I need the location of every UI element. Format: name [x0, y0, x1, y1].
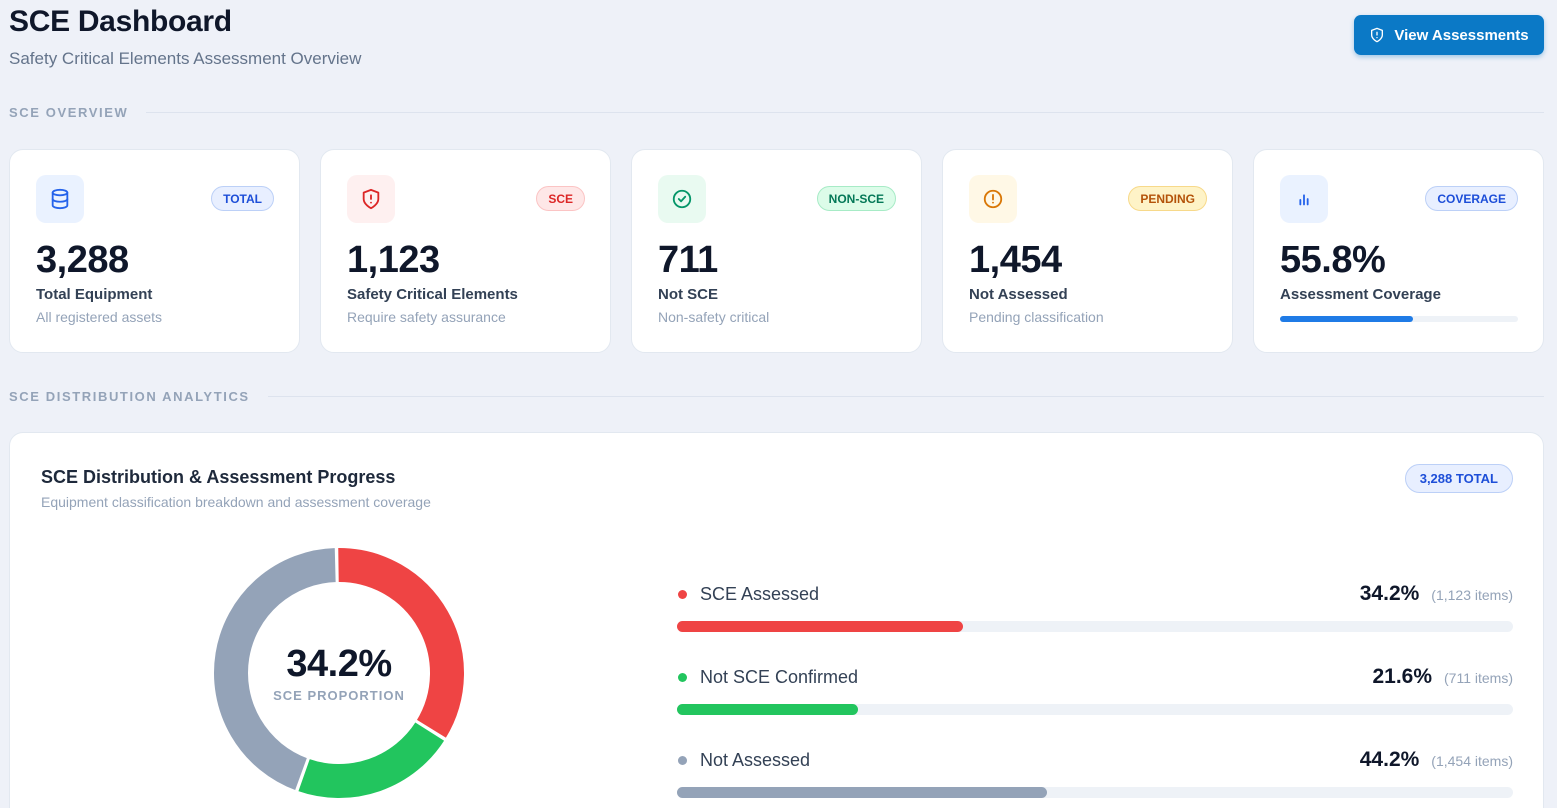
legend-progress-fill: [677, 787, 1047, 798]
legend-name: Not Assessed: [700, 749, 811, 770]
total-badge: 3,288 TOTAL: [1404, 464, 1513, 493]
card-total-equipment[interactable]: TOTAL 3,288 Total Equipment All register…: [9, 149, 300, 353]
donut-slice-not-assessed[interactable]: [213, 547, 338, 793]
card-sub: All registered assets: [36, 309, 163, 325]
view-assessments-label: View Assessments: [1394, 26, 1529, 44]
legend-name: SCE Assessed: [700, 583, 820, 604]
view-assessments-button[interactable]: View Assessments: [1354, 15, 1544, 55]
divider: [267, 396, 1544, 397]
panel-title: SCE Distribution & Assessment Progress: [41, 467, 396, 487]
card-label: Assessment Coverage: [1280, 286, 1441, 303]
check-circle-icon: [658, 175, 706, 223]
donut-center-value: 34.2%: [286, 643, 392, 685]
legend-percent: 44.2%: [1359, 748, 1420, 771]
badge-sce: SCE: [536, 186, 585, 211]
section-overview: SCE OVERVIEW: [9, 105, 1544, 120]
bar-chart-icon: [1280, 175, 1328, 223]
shield-alert-icon: [347, 175, 395, 223]
coverage-progress-track: [1280, 316, 1518, 322]
card-value: 1,454: [969, 239, 1062, 281]
legend-item-not-assessed[interactable]: Not Assessed 44.2% (1,454 items): [677, 747, 1513, 808]
card-value: 711: [658, 239, 718, 281]
card-value: 3,288: [36, 239, 129, 281]
legend-name: Not SCE Confirmed: [700, 666, 859, 687]
legend-count: (711 items): [1444, 670, 1513, 686]
legend-progress-track: [677, 621, 1513, 632]
legend-dot: [678, 755, 687, 765]
donut-slice-not-sce-confirmed[interactable]: [295, 719, 447, 799]
legend-progress-fill: [677, 704, 858, 715]
card-label: Safety Critical Elements: [347, 286, 518, 303]
card-sub: Non-safety critical: [658, 309, 770, 325]
donut-center-label: SCE PROPORTION: [273, 688, 405, 703]
alert-circle-icon: [969, 175, 1017, 223]
card-value: 1,123: [347, 239, 440, 281]
card-sub: Pending classification: [969, 309, 1104, 325]
legend-percent: 34.2%: [1359, 582, 1420, 605]
card-sub: Require safety assurance: [347, 309, 506, 325]
shield-icon: [1371, 27, 1384, 43]
legend-item-not-sce-confirmed[interactable]: Not SCE Confirmed 21.6% (711 items): [677, 664, 1513, 747]
panel-subtitle: Equipment classification breakdown and a…: [41, 494, 431, 510]
donut-slice-sce-assessed[interactable]: [336, 547, 465, 741]
coverage-progress-fill: [1280, 316, 1413, 322]
badge-total: TOTAL: [211, 186, 274, 211]
legend-count: (1,123 items): [1431, 587, 1513, 603]
legend-dot: [678, 589, 687, 599]
kpi-cards: TOTAL 3,288 Total Equipment All register…: [9, 149, 1544, 353]
card-label: Not SCE: [658, 286, 718, 303]
card-label: Total Equipment: [36, 286, 153, 303]
legend-dot: [678, 672, 687, 682]
page-title: SCE Dashboard: [9, 5, 232, 38]
donut-center: 34.2% SCE PROPORTION: [213, 547, 465, 799]
card-coverage[interactable]: COVERAGE 55.8% Assessment Coverage: [1253, 149, 1544, 353]
section-analytics: SCE DISTRIBUTION ANALYTICS: [9, 389, 1544, 404]
legend-percent: 21.6%: [1372, 665, 1433, 688]
page-header: SCE Dashboard Safety Critical Elements A…: [9, 4, 361, 69]
database-icon: [36, 175, 84, 223]
badge-pending: PENDING: [1128, 186, 1207, 211]
legend-count: (1,454 items): [1431, 753, 1513, 769]
page-subtitle: Safety Critical Elements Assessment Over…: [9, 49, 362, 68]
distribution-legend: SCE Assessed 34.2% (1,123 items) Not SCE…: [677, 581, 1513, 808]
distribution-panel: SCE Distribution & Assessment Progress E…: [9, 432, 1544, 808]
legend-progress-track: [677, 704, 1513, 715]
section-analytics-label: SCE DISTRIBUTION ANALYTICS: [9, 389, 250, 404]
divider: [146, 112, 1544, 113]
legend-progress-fill: [677, 621, 963, 632]
card-sce[interactable]: SCE 1,123 Safety Critical Elements Requi…: [320, 149, 611, 353]
donut-chart: [213, 547, 465, 799]
card-not-assessed[interactable]: PENDING 1,454 Not Assessed Pending class…: [942, 149, 1233, 353]
legend-item-sce-assessed[interactable]: SCE Assessed 34.2% (1,123 items): [677, 581, 1513, 664]
card-value: 55.8%: [1280, 239, 1386, 281]
badge-non-sce: NON-SCE: [816, 186, 896, 211]
legend-progress-track: [677, 787, 1513, 798]
badge-coverage: COVERAGE: [1425, 186, 1518, 211]
card-label: Not Assessed: [969, 286, 1068, 303]
section-overview-label: SCE OVERVIEW: [9, 105, 129, 120]
card-not-sce[interactable]: NON-SCE 711 Not SCE Non-safety critical: [631, 149, 922, 353]
